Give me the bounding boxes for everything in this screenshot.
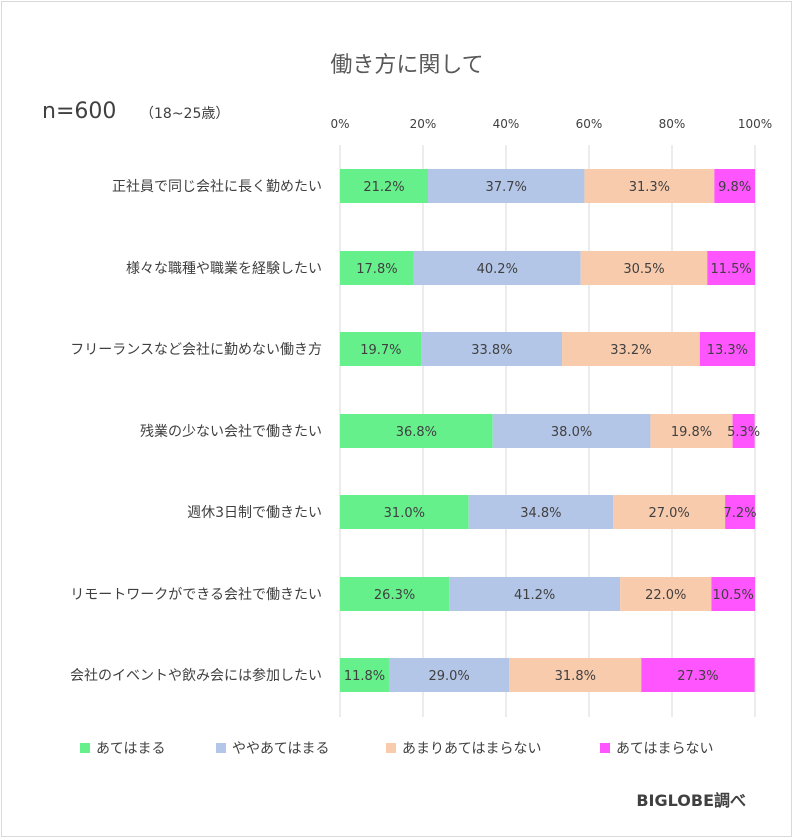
category-label: 様々な職種や職業を経験したい — [126, 261, 322, 277]
data-label: 27.0% — [648, 506, 689, 521]
bar-segment — [340, 577, 450, 611]
bar-segment — [421, 332, 563, 366]
bar-segment — [492, 414, 651, 448]
bar-segment — [580, 251, 708, 285]
data-label: 31.8% — [555, 669, 596, 684]
legend-swatch — [600, 743, 610, 753]
data-label: 19.8% — [671, 425, 712, 440]
bar-segment — [711, 577, 755, 611]
legend-swatch — [386, 743, 396, 753]
x-tick-label: 20% — [410, 117, 437, 131]
data-label: 9.8% — [718, 180, 751, 195]
x-tick-label: 100% — [738, 117, 772, 131]
data-label: 11.8% — [344, 669, 385, 684]
bar-segment — [509, 658, 642, 692]
data-label: 31.0% — [384, 506, 425, 521]
category-labels: 正社員で同じ会社に長く勤めたい様々な職種や職業を経験したいフリーランスなど会社に… — [70, 179, 322, 684]
category-label: 残業の少ない会社で働きたい — [140, 424, 322, 440]
data-label: 17.8% — [356, 262, 397, 277]
bar-segment — [699, 332, 755, 366]
bar-segment — [340, 658, 389, 692]
category-label: 正社員で同じ会社に長く勤めたい — [112, 179, 322, 195]
data-label: 5.3% — [727, 425, 760, 440]
bar-segment — [620, 577, 712, 611]
x-tick-label: 60% — [576, 117, 603, 131]
data-label: 22.0% — [645, 588, 686, 603]
data-labels: 21.2% 37.7% 31.3% 9.8% 17.8% 40.2% 30.5% 11.5% 1… — [344, 180, 760, 684]
data-label: 33.8% — [471, 343, 512, 358]
legend: あてはまる ややあてはまる あまりあてはまらない あてはまらない — [80, 741, 713, 757]
data-label: 37.7% — [486, 180, 527, 195]
data-label: 40.2% — [477, 262, 518, 277]
sample-size-label: n=600 — [42, 99, 116, 124]
bar-segment — [584, 169, 715, 203]
data-label: 26.3% — [374, 588, 415, 603]
x-tick-label: 40% — [493, 117, 520, 131]
data-label: 29.0% — [428, 669, 469, 684]
data-label: 11.5% — [710, 262, 751, 277]
bar-segment — [340, 169, 428, 203]
chart-title: 働き方に関して — [330, 53, 483, 78]
bar-segment — [641, 658, 755, 692]
legend-swatch — [216, 743, 226, 753]
legend-label: あまりあてはまらない — [402, 741, 541, 757]
bar-segment — [714, 169, 755, 203]
bar-segment — [413, 251, 581, 285]
data-label: 21.2% — [363, 180, 404, 195]
data-label: 19.7% — [360, 343, 401, 358]
sample-age-label: （18~25歳） — [140, 106, 229, 122]
bar-segment — [650, 414, 733, 448]
category-label: 会社のイベントや飲み会には参加したい — [70, 667, 322, 684]
bar-segments — [340, 169, 755, 692]
bar-segment — [340, 495, 469, 529]
category-label: リモートワークができる会社で働きたい — [70, 587, 322, 603]
legend-label: あてはまらない — [616, 741, 713, 757]
bar-segment — [613, 495, 726, 529]
legend-label: ややあてはまる — [232, 741, 329, 757]
category-label: 週休3日制で働きたい — [187, 505, 322, 521]
data-label: 41.2% — [514, 588, 555, 603]
bar-segment — [449, 577, 621, 611]
data-label: 10.5% — [713, 588, 754, 603]
legend-swatch — [80, 743, 90, 753]
source-note: BIGLOBE調べ — [636, 791, 746, 810]
bar-segment — [427, 169, 585, 203]
data-label: 30.5% — [623, 262, 664, 277]
gridlines — [339, 145, 756, 717]
category-label: フリーランスなど会社に勤めない働き方 — [70, 342, 322, 358]
data-label: 31.3% — [629, 180, 670, 195]
data-label: 13.3% — [707, 343, 748, 358]
data-label: 34.8% — [520, 506, 561, 521]
bar-segment — [562, 332, 700, 366]
data-label: 27.3% — [677, 669, 718, 684]
bar-segment — [340, 414, 493, 448]
x-axis-ticks: 0% 20% 40% 60% 80% 100% — [330, 117, 772, 131]
data-label: 38.0% — [551, 425, 592, 440]
data-label: 36.8% — [396, 425, 437, 440]
legend-label: あてはまる — [96, 741, 165, 757]
bar-segment — [468, 495, 614, 529]
x-tick-label: 0% — [330, 117, 349, 131]
bar-segment — [388, 658, 510, 692]
bar-segment — [707, 251, 755, 285]
x-tick-label: 80% — [659, 117, 686, 131]
bar-segment — [732, 414, 755, 448]
bar-segment — [340, 251, 414, 285]
bar-segment — [340, 332, 422, 366]
bar-segment — [725, 495, 755, 529]
data-label: 33.2% — [610, 343, 651, 358]
data-label: 7.2% — [724, 506, 757, 521]
